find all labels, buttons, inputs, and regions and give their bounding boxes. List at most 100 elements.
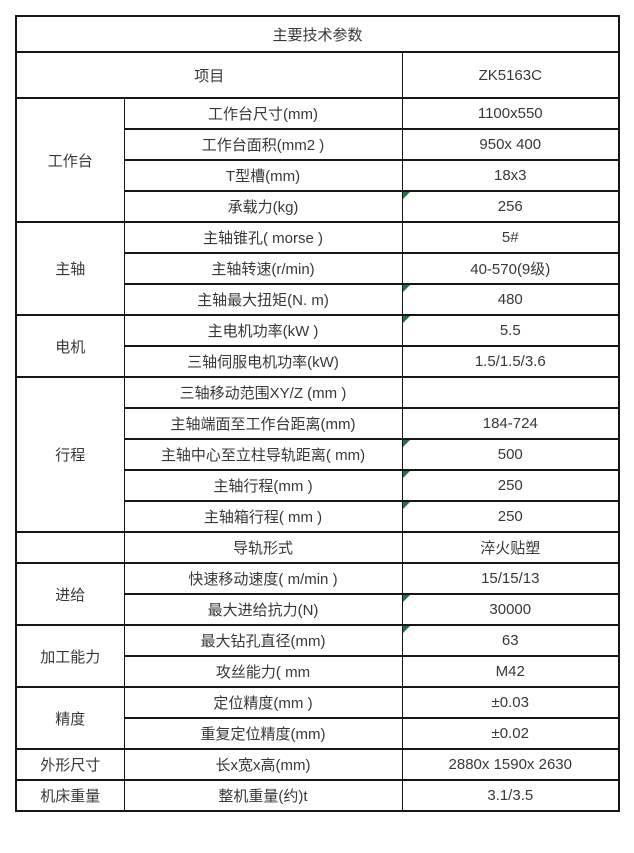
cell-marker-icon	[403, 317, 410, 323]
spec-label-cell: 主轴箱行程( mm )	[123, 500, 403, 533]
table-row: 三轴伺服电机功率(kW) 1.5/1.5/3.6	[16, 345, 620, 378]
spec-value-cell: 5.5	[401, 314, 620, 347]
table-row: 主轴行程(mm ) 250	[16, 469, 620, 502]
spec-value-cell: 500	[401, 438, 620, 471]
spec-value-cell	[401, 376, 620, 409]
spec-value: ±0.03	[491, 694, 529, 711]
spec-value-cell: 40-570(9级)	[401, 252, 620, 285]
spec-value: 256	[497, 198, 523, 215]
spec-label-cell: 主轴锥孔( morse )	[123, 221, 403, 254]
cell-marker-icon	[403, 441, 410, 447]
table-row: 主要技术参数	[15, 15, 620, 53]
spec-value: 480	[497, 291, 523, 308]
spec-value: 500	[497, 446, 523, 463]
spec-value-cell: 480	[401, 283, 620, 316]
spec-label-cell: 工作台尺寸(mm)	[123, 97, 403, 130]
spec-value-cell: 30000	[401, 593, 620, 626]
spec-value-cell: 256	[401, 190, 620, 223]
spec-value: 63	[501, 632, 519, 649]
spec-value: 184-724	[482, 415, 538, 432]
cell-marker-icon	[403, 286, 410, 292]
category-cell: 精度	[15, 686, 125, 750]
spec-label-cell: 长x宽x高(mm)	[123, 748, 403, 781]
table-row: 主轴端面至工作台距离(mm) 184-724	[16, 407, 620, 440]
spec-label-cell: 主电机功率(kW )	[123, 314, 403, 347]
table-row: 精度 定位精度(mm ) ±0.03	[15, 686, 620, 750]
spec-value-cell: 2880x 1590x 2630	[401, 748, 620, 781]
table-row: 机床重量 整机重量(约)t 3.1/3.5	[15, 779, 620, 812]
spec-label-cell: 承载力(kg)	[123, 190, 403, 223]
column-header-model: ZK5163C	[401, 51, 620, 99]
spec-value: 2880x 1590x 2630	[448, 756, 572, 773]
cell-marker-icon	[403, 472, 410, 478]
category-cell: 机床重量	[15, 779, 125, 812]
spec-value: 15/15/13	[481, 570, 540, 587]
spec-value-cell: M42	[401, 655, 620, 688]
spec-label-cell: 主轴最大扭矩(N. m)	[123, 283, 403, 316]
spec-value: 950x 400	[479, 136, 542, 153]
spec-label-cell: 主轴转速(r/min)	[123, 252, 403, 285]
spec-value: 250	[497, 477, 523, 494]
spec-label-cell: 最大钻孔直径(mm)	[123, 624, 403, 657]
spec-value-cell: 1100x550	[401, 97, 620, 130]
spec-value-cell: 1.5/1.5/3.6	[401, 345, 620, 378]
table-row: 电机 主电机功率(kW ) 5.5	[15, 314, 620, 378]
table-row: 攻丝能力( mm M42	[16, 655, 620, 688]
spec-value-cell: 淬火贴塑	[401, 531, 620, 564]
spec-value: 30000	[489, 601, 532, 618]
spec-label-cell: 三轴伺服电机功率(kW)	[123, 345, 403, 378]
spec-value-cell: 18x3	[401, 159, 620, 192]
table-row: 主轴最大扭矩(N. m) 480	[16, 283, 620, 316]
spec-label-cell: 定位精度(mm )	[123, 686, 403, 719]
category-cell	[15, 531, 125, 564]
category-cell: 加工能力	[15, 624, 125, 688]
spec-value-cell: 184-724	[401, 407, 620, 440]
category-cell: 工作台	[15, 97, 125, 223]
spec-value-cell: 63	[401, 624, 620, 657]
table-row: 进给 快速移动速度( m/min ) 15/15/13	[15, 562, 620, 626]
spec-value-cell: 950x 400	[401, 128, 620, 161]
category-cell: 主轴	[15, 221, 125, 316]
table-row: 主轴箱行程( mm ) 250	[16, 500, 620, 533]
table-row: 主轴中心至立柱导轨距离( mm) 500	[16, 438, 620, 471]
spec-value-cell: ±0.03	[401, 686, 620, 719]
spec-label-cell: 主轴行程(mm )	[123, 469, 403, 502]
spec-label-cell: 攻丝能力( mm	[123, 655, 403, 688]
spec-value-cell: 3.1/3.5	[401, 779, 620, 812]
table-row: 主轴 主轴锥孔( morse ) 5#	[15, 221, 620, 316]
spec-label-cell: 整机重量(约)t	[123, 779, 403, 812]
table-row: 行程 三轴移动范围XY/Z (mm )	[15, 376, 620, 533]
spec-value-cell: 250	[401, 500, 620, 533]
table-row: 承载力(kg) 256	[16, 190, 620, 223]
spec-value-cell: ±0.02	[401, 717, 620, 750]
cell-marker-icon	[403, 503, 410, 509]
table-row: 外形尺寸 长x宽x高(mm) 2880x 1590x 2630	[15, 748, 620, 781]
spec-value: 1100x550	[477, 105, 543, 122]
table-row: T型槽(mm) 18x3	[16, 159, 620, 192]
cell-marker-icon	[403, 596, 410, 602]
spec-value-cell: 250	[401, 469, 620, 502]
column-header-item: 项目	[15, 51, 403, 99]
spec-label-cell: 导轨形式	[123, 531, 403, 564]
table-row: 工作台 工作台尺寸(mm) 1100x550	[15, 97, 620, 223]
table-row: 加工能力 最大钻孔直径(mm) 63	[15, 624, 620, 688]
spec-value: 18x3	[494, 167, 527, 184]
spec-label-cell: 三轴移动范围XY/Z (mm )	[123, 376, 403, 409]
cell-marker-icon	[403, 627, 410, 633]
page-title: 主要技术参数	[15, 15, 620, 53]
table-row: 项目 ZK5163C	[15, 51, 620, 99]
spec-table: 主要技术参数 项目 ZK5163C 工作台 工作台尺寸(mm) 1100x550…	[15, 15, 621, 812]
category-cell: 行程	[15, 376, 125, 533]
spec-value: 40-570(9级)	[470, 261, 551, 278]
table-row: 导轨形式 淬火贴塑	[15, 531, 620, 564]
spec-label-cell: 主轴端面至工作台距离(mm)	[123, 407, 403, 440]
spec-value: 淬火贴塑	[480, 540, 541, 557]
spec-value-cell: 5#	[401, 221, 620, 254]
spec-label-cell: 重复定位精度(mm)	[123, 717, 403, 750]
spec-value: 5#	[501, 229, 519, 246]
spec-value: 3.1/3.5	[487, 787, 534, 804]
table-row: 工作台面积(mm2 ) 950x 400	[16, 128, 620, 161]
table-row: 主轴转速(r/min) 40-570(9级)	[16, 252, 620, 285]
cell-marker-icon	[403, 193, 410, 199]
